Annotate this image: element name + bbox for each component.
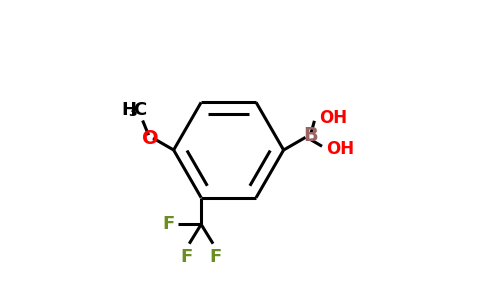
Text: B: B — [303, 126, 318, 145]
Text: 3: 3 — [128, 106, 137, 119]
Text: F: F — [162, 215, 174, 233]
Text: OH: OH — [327, 140, 355, 158]
Text: F: F — [180, 248, 193, 266]
Text: H: H — [122, 101, 137, 119]
Text: OH: OH — [319, 109, 347, 127]
Text: F: F — [210, 248, 222, 266]
Text: O: O — [142, 129, 159, 148]
Text: C: C — [133, 101, 146, 119]
